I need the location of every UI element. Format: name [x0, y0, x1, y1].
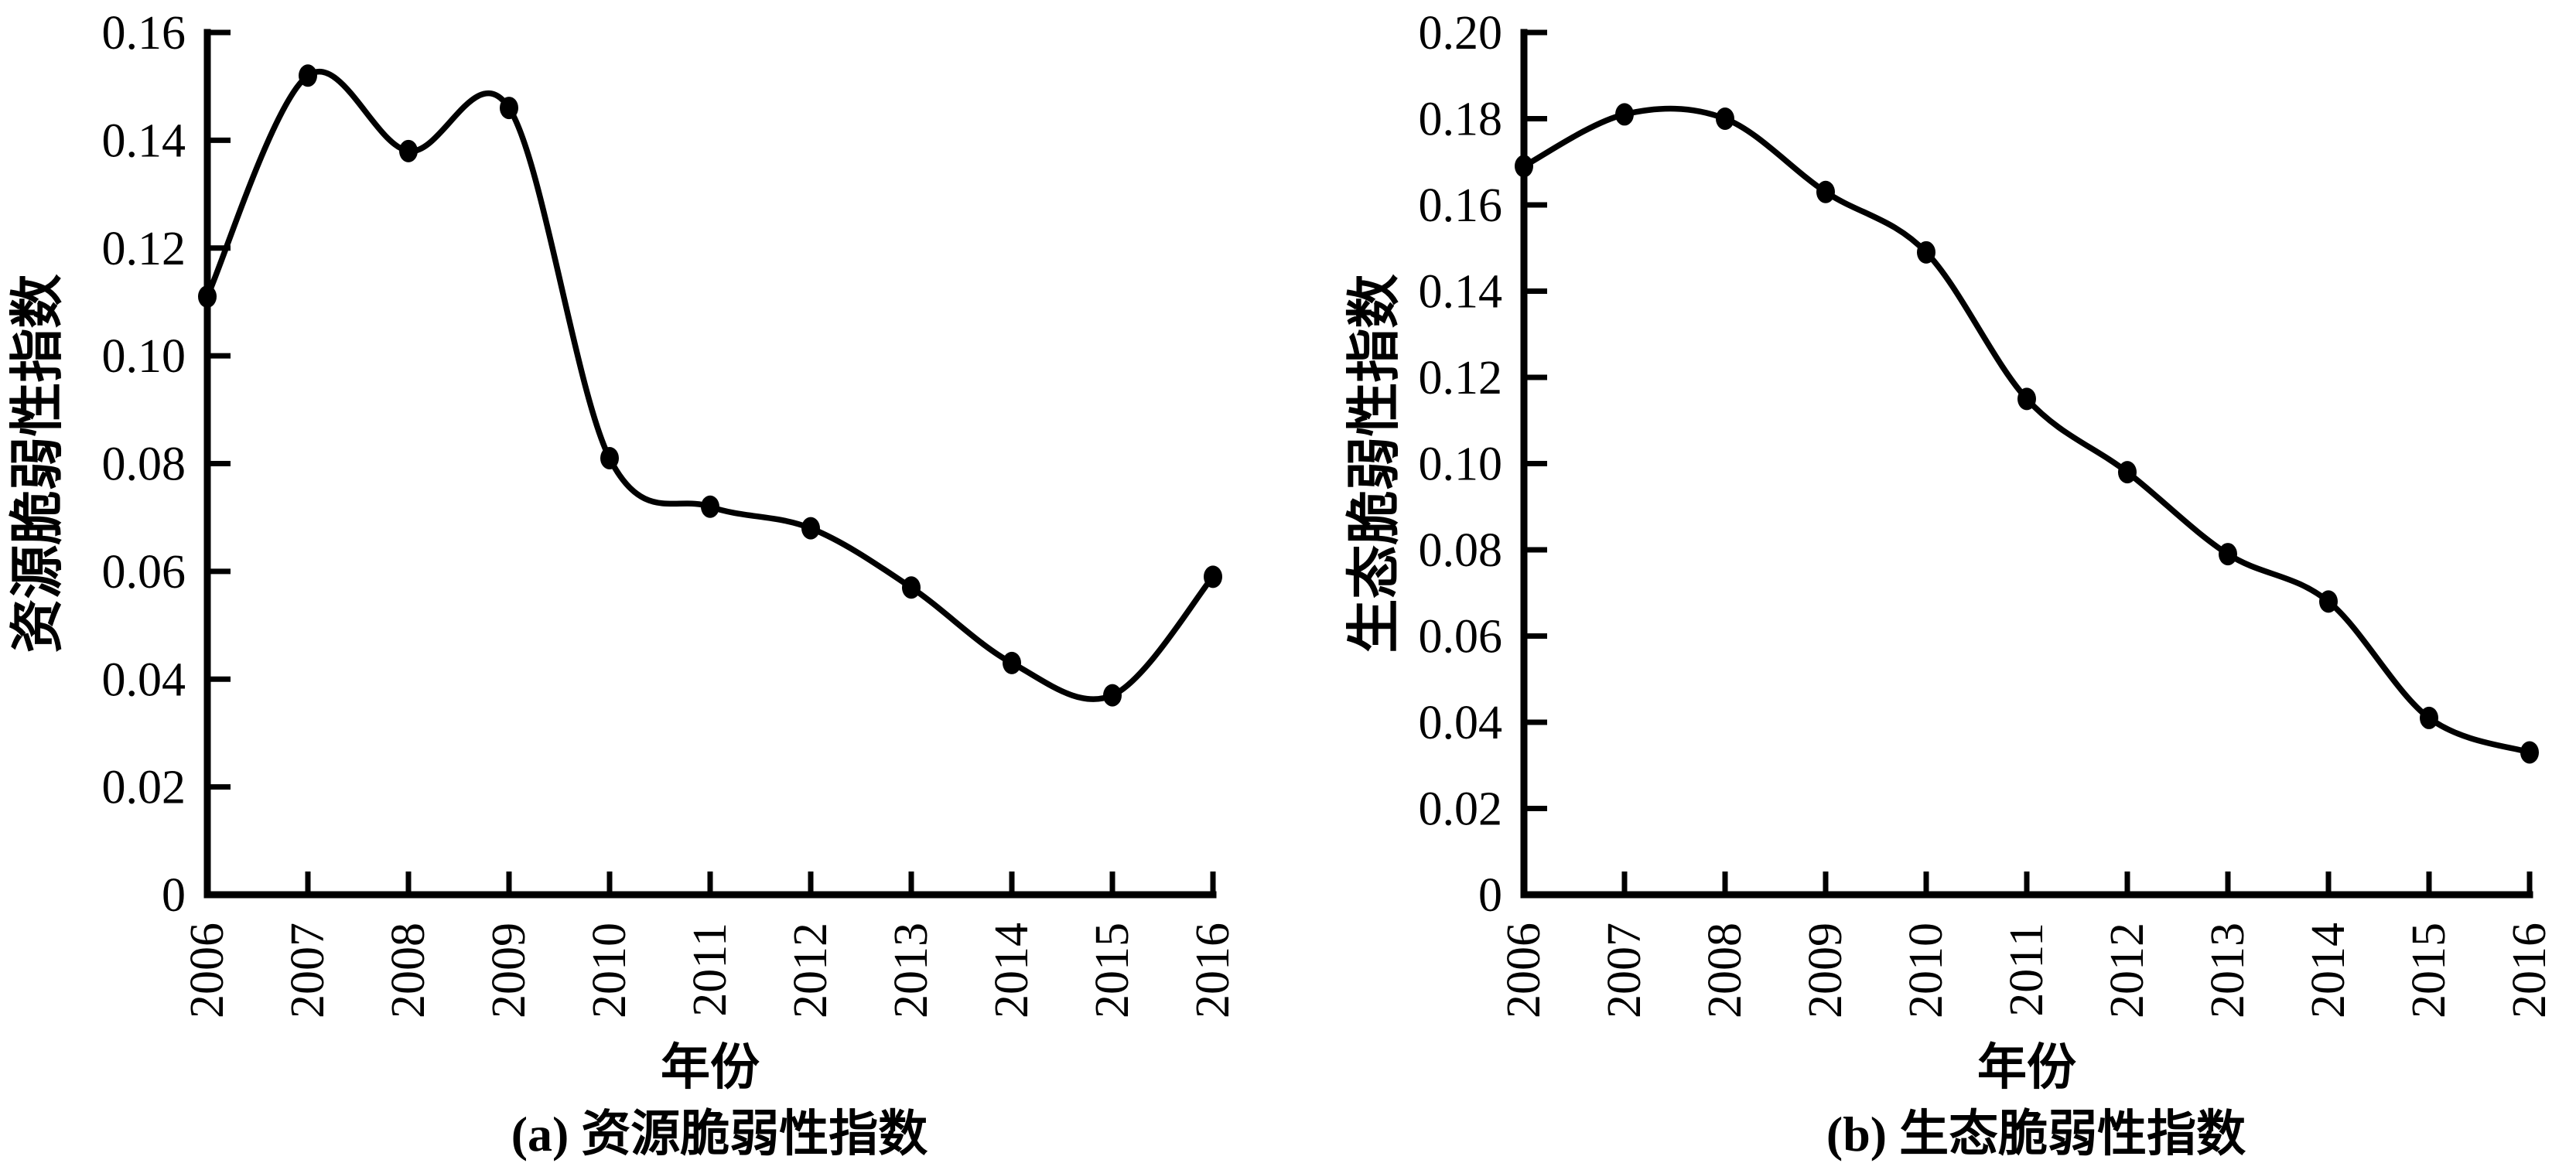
x-tick-label: 2008 — [1699, 923, 1751, 1018]
y-tick-label: 0.04 — [1419, 697, 1503, 749]
data-point — [2420, 706, 2438, 729]
x-tick-label: 2008 — [382, 923, 435, 1018]
data-point — [902, 576, 921, 599]
x-tick-label: 2012 — [784, 923, 837, 1018]
y-axis-title: 生态脆弱性指数 — [1344, 275, 1405, 653]
y-tick-label: 0.06 — [102, 546, 186, 599]
x-axis-title: 年份 — [661, 1040, 760, 1095]
data-point — [500, 97, 518, 120]
data-point — [2118, 461, 2137, 484]
y-axis-title: 资源脆弱性指数 — [8, 275, 68, 653]
y-tick-label: 0.10 — [1419, 438, 1503, 491]
data-point — [198, 285, 217, 308]
data-point — [600, 447, 619, 470]
data-point — [299, 64, 317, 87]
x-tick-label: 2009 — [483, 923, 535, 1018]
y-tick-label: 0.10 — [102, 330, 186, 383]
x-tick-label: 2006 — [181, 923, 234, 1018]
data-point — [1204, 565, 1222, 588]
x-tick-label: 2015 — [1086, 923, 1139, 1018]
y-tick-label: 0.02 — [1419, 783, 1503, 836]
x-tick-label: 2010 — [1900, 923, 1952, 1018]
x-tick-label: 2010 — [583, 923, 636, 1018]
data-point — [399, 139, 418, 162]
data-line — [1521, 105, 2533, 756]
data-point — [1917, 240, 1935, 264]
x-tick-label: 2009 — [1799, 923, 1852, 1018]
y-tick-label: 0.18 — [1419, 94, 1503, 146]
data-point — [1615, 103, 1634, 126]
panel-b: 0 0.02 0.04 0.06 0.08 0.10 0.12 0.14 0.16 0.18 0.2… — [1288, 0, 2576, 1166]
y-tick-label: 0 — [162, 869, 186, 922]
y-tick-label: 0.04 — [102, 653, 186, 706]
x-tick-label: 2011 — [684, 923, 736, 1017]
x-tick-label: 2007 — [282, 923, 334, 1018]
x-tick-label: 2016 — [2503, 923, 2556, 1018]
y-tick-label: 0 — [1478, 869, 1502, 922]
data-point — [2017, 387, 2036, 411]
data-line — [204, 68, 1216, 702]
chart-a-svg: 0 0.02 0.04 0.06 0.08 0.10 0.12 0.14 0.16 2006 200… — [8, 7, 1239, 1161]
data-point — [1816, 180, 1835, 203]
data-point — [801, 517, 820, 540]
data-point — [1003, 651, 1021, 674]
x-tick-label: 2015 — [2403, 923, 2455, 1018]
data-point — [1716, 107, 1734, 130]
x-tick-label: 2014 — [986, 923, 1038, 1018]
x-tick-label: 2013 — [885, 923, 938, 1018]
x-tick-label: 2006 — [1498, 923, 1550, 1018]
x-axis-title: 年份 — [1977, 1040, 2076, 1095]
y-tick-label: 0.08 — [102, 438, 186, 491]
x-tick-label: 2016 — [1187, 923, 1239, 1018]
y-tick-label: 0.02 — [102, 762, 186, 814]
data-point — [701, 495, 719, 518]
x-tick-label: 2014 — [2302, 923, 2355, 1018]
panel-a: 0 0.02 0.04 0.06 0.08 0.10 0.12 0.14 0.16 2006 200… — [0, 0, 1288, 1166]
panel-caption: (a) 资源脆弱性指数 — [511, 1107, 928, 1161]
y-tick-label: 0.16 — [102, 7, 186, 60]
y-tick-label: 0.14 — [1419, 266, 1503, 319]
data-point — [2219, 543, 2237, 566]
y-tick-label: 0.12 — [102, 223, 186, 275]
x-tick-label: 2011 — [2000, 923, 2053, 1017]
x-tick-label: 2012 — [2101, 923, 2154, 1018]
y-tick-label: 0.16 — [1419, 179, 1503, 232]
y-tick-label: 0.06 — [1419, 611, 1503, 663]
y-tick-label: 0.20 — [1419, 7, 1503, 60]
panel-caption: (b) 生态脆弱性指数 — [1826, 1107, 2246, 1161]
y-tick-label: 0.08 — [1419, 524, 1503, 577]
chart-b-svg: 0 0.02 0.04 0.06 0.08 0.10 0.12 0.14 0.16 0.18 0.2… — [1344, 7, 2556, 1161]
x-tick-label: 2013 — [2202, 923, 2254, 1018]
x-tick-label: 2007 — [1598, 923, 1651, 1018]
data-point — [1103, 684, 1122, 707]
y-tick-label: 0.12 — [1419, 352, 1503, 404]
data-point — [1515, 155, 1533, 178]
data-point — [2319, 590, 2338, 613]
data-point — [2520, 741, 2539, 764]
y-tick-label: 0.14 — [102, 114, 186, 167]
